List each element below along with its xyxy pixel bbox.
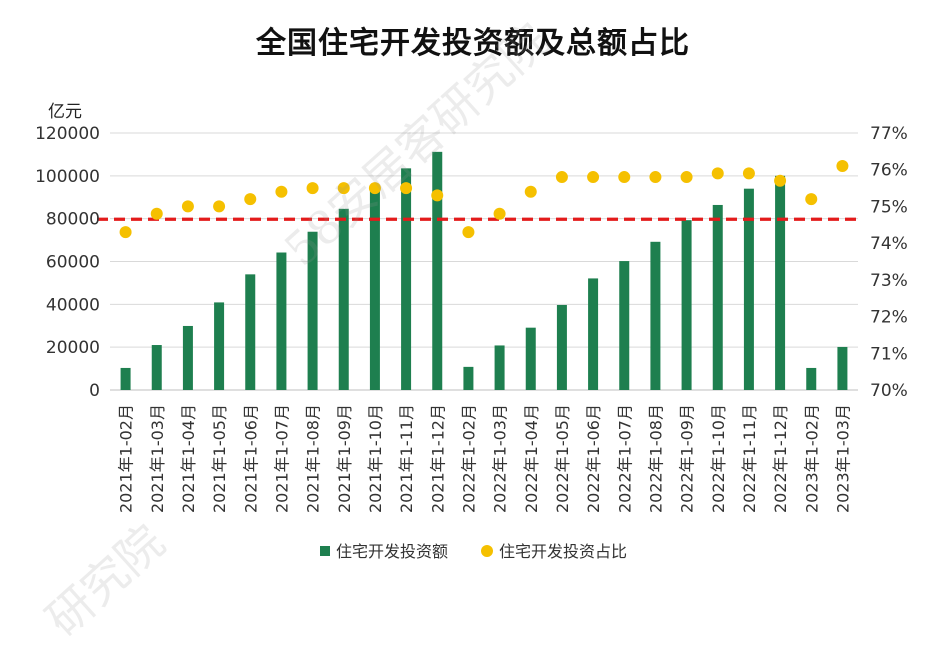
scatter-point — [119, 226, 132, 239]
x-tick-label: 2022年1-03月 — [491, 404, 510, 513]
legend: 住宅开发投资额 住宅开发投资占比 — [320, 542, 627, 561]
y-right-tick-label: 70% — [870, 381, 908, 401]
bar — [369, 189, 380, 390]
scatter-point — [618, 171, 631, 184]
bar — [182, 325, 193, 390]
x-tick-label: 2021年1-03月 — [148, 404, 167, 513]
bar — [214, 302, 225, 390]
y-left-tick-label: 40000 — [46, 295, 100, 315]
x-tick-label: 2022年1-08月 — [646, 404, 665, 513]
bar — [806, 367, 817, 390]
legend-bar-swatch — [320, 546, 330, 556]
y-left-unit-label: 亿元 — [48, 102, 82, 122]
y-right-tick-label: 77% — [870, 124, 908, 144]
scatter-point — [742, 167, 755, 180]
y-left-tick-label: 120000 — [35, 124, 100, 144]
scatter-point — [181, 200, 194, 213]
x-tick-label: 2021年1-10月 — [366, 404, 385, 513]
x-tick-label: 2021年1-02月 — [117, 404, 136, 513]
bar — [525, 327, 536, 390]
x-tick-label: 2022年1-05月 — [553, 404, 572, 513]
chart-title: 全国住宅开发投资额及总额占比 — [256, 26, 690, 61]
gridlines — [110, 132, 858, 391]
legend-dot-label: 住宅开发投资占比 — [499, 542, 627, 561]
y-right-tick-label: 71% — [870, 344, 908, 364]
x-tick-label: 2021年1-06月 — [241, 404, 260, 513]
x-tick-label: 2021年1-08月 — [304, 404, 323, 513]
y-left-tick-label: 20000 — [46, 338, 100, 358]
scatter-point — [555, 171, 568, 184]
x-tick-label: 2021年1-04月 — [179, 404, 198, 513]
bar — [681, 220, 692, 390]
x-tick-label: 2022年1-06月 — [584, 404, 603, 513]
x-tick-label: 2022年1-07月 — [615, 404, 634, 513]
x-tick-label: 2021年1-11月 — [397, 404, 416, 513]
bar — [494, 345, 505, 390]
scatter-point — [649, 171, 662, 184]
y-left-tick-label: 0 — [89, 381, 100, 401]
bar — [837, 346, 848, 390]
scatter-point — [805, 193, 818, 206]
scatter-series — [119, 160, 849, 239]
scatter-point — [244, 193, 257, 206]
y-right-tick-label: 72% — [870, 308, 908, 328]
scatter-point — [368, 182, 381, 195]
scatter-point — [400, 182, 413, 195]
bar — [588, 278, 599, 390]
scatter-point — [213, 200, 226, 213]
bar — [712, 204, 723, 390]
y-right-tick-label: 75% — [870, 197, 908, 217]
x-tick-label: 2021年1-09月 — [335, 404, 354, 513]
scatter-point — [150, 207, 163, 220]
x-tick-label: 2022年1-04月 — [522, 404, 541, 513]
x-tick-label: 2023年1-02月 — [802, 404, 821, 513]
legend-bar-label: 住宅开发投资额 — [336, 542, 448, 561]
scatter-point — [493, 207, 506, 220]
scatter-point — [306, 182, 319, 195]
bar — [619, 261, 630, 390]
scatter-point — [587, 171, 600, 184]
x-tick-label: 2022年1-11月 — [740, 404, 759, 513]
x-tick-label: 2022年1-12月 — [771, 404, 790, 513]
y-right-tick-label: 74% — [870, 234, 908, 254]
bar — [151, 345, 162, 390]
bar — [276, 252, 287, 390]
bar — [245, 274, 256, 390]
y-right-tick-label: 73% — [870, 271, 908, 291]
x-tick-label: 2022年1-09月 — [678, 404, 697, 513]
y-left-tick-label: 100000 — [35, 167, 100, 187]
bar-series — [120, 151, 848, 390]
x-tick-label: 2021年1-05月 — [210, 404, 229, 513]
scatter-point — [431, 189, 444, 202]
bar — [338, 208, 349, 390]
y-left-tick-label: 60000 — [46, 253, 100, 273]
scatter-point — [711, 167, 724, 180]
scatter-point — [275, 185, 288, 198]
scatter-point — [836, 160, 849, 173]
y-right-tick-label: 76% — [870, 161, 908, 181]
scatter-point — [774, 174, 787, 187]
bar — [650, 241, 661, 390]
scatter-point — [337, 182, 350, 195]
x-tick-label: 2022年1-02月 — [459, 404, 478, 513]
bar — [401, 168, 412, 390]
scatter-point — [680, 171, 693, 184]
bar — [556, 304, 567, 390]
x-tick-label: 2021年1-12月 — [428, 404, 447, 513]
bar — [307, 231, 318, 390]
bar — [743, 188, 754, 390]
bar — [775, 175, 786, 390]
x-tick-label: 2023年1-03月 — [833, 404, 852, 513]
x-tick-label: 2022年1-10月 — [709, 404, 728, 513]
bar — [432, 151, 443, 390]
bar — [463, 366, 474, 390]
scatter-point — [524, 185, 537, 198]
chart-plot: 0 20000 40000 60000 80000 100000 120000 70% 71% 7… — [35, 102, 908, 561]
scatter-point — [462, 226, 475, 239]
y-left-tick-label: 80000 — [46, 210, 100, 230]
bar — [120, 367, 131, 390]
x-tick-label: 2021年1-07月 — [272, 404, 291, 513]
legend-dot-swatch — [481, 545, 493, 557]
axes: 0 20000 40000 60000 80000 100000 120000 70% 71% 7… — [35, 102, 908, 513]
